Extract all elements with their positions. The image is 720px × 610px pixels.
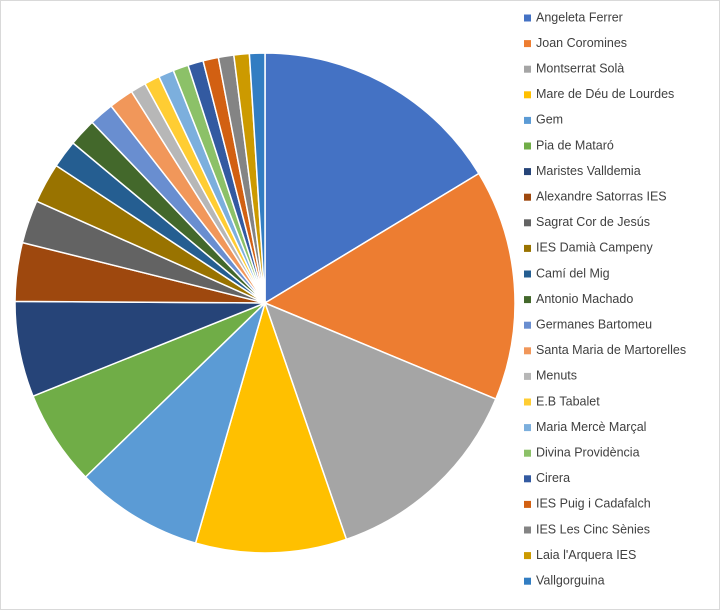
- legend-label: Montserrat Solà: [536, 61, 624, 75]
- legend-swatch: [524, 270, 531, 278]
- legend-label: Sagrat Cor de Jesús: [536, 215, 650, 229]
- legend-label: Angeleta Ferrer: [536, 10, 623, 24]
- legend-label: Menuts: [536, 369, 577, 383]
- pie-slice: [263, 301, 497, 541]
- pie-slice: [248, 52, 266, 304]
- legend-label: Joan Coromines: [536, 36, 627, 50]
- legend-label: Maristes Valldemia: [536, 164, 641, 178]
- legend-label: Gem: [536, 113, 563, 127]
- legend-swatch: [524, 91, 531, 99]
- legend-label: Pia de Mataró: [536, 138, 614, 152]
- legend-label: Divina Providència: [536, 445, 640, 459]
- legend-label: Alexandre Satorras IES: [536, 189, 667, 203]
- legend-swatch: [524, 577, 531, 585]
- legend-swatch: [524, 424, 531, 432]
- legend-swatch: [524, 193, 531, 201]
- legend-swatch: [524, 40, 531, 48]
- legend-swatch: [524, 168, 531, 176]
- legend-label: Antonio Machado: [536, 292, 633, 306]
- legend-label: Mare de Déu de Lourdes: [536, 87, 674, 101]
- legend-swatch: [524, 65, 531, 73]
- pie-slice: [263, 172, 516, 401]
- legend-label: Maria Mercè Marçal: [536, 420, 646, 434]
- legend-label: Santa Maria de Martorelles: [536, 343, 686, 357]
- legend-swatch: [524, 526, 531, 534]
- legend-swatch: [524, 398, 531, 406]
- legend-swatch: [524, 244, 531, 252]
- legend-swatch: [524, 116, 531, 124]
- legend-swatch: [524, 475, 531, 483]
- legend-swatch: [524, 219, 531, 227]
- legend-swatch: [524, 500, 531, 508]
- legend-swatch: [524, 14, 531, 22]
- legend-swatch: [524, 142, 531, 150]
- legend-label: IES Damià Campeny: [536, 241, 653, 255]
- legend-label: Cirera: [536, 471, 570, 485]
- legend-label: Camí del Mig: [536, 266, 610, 280]
- legend-swatch: [524, 321, 531, 329]
- legend-label: E.B Tabalet: [536, 394, 600, 408]
- legend-swatch: [524, 347, 531, 355]
- legend-label: IES Puig i Cadafalch: [536, 497, 651, 511]
- pie-slice: [194, 300, 348, 554]
- pie-slice: [264, 52, 480, 305]
- legend-label: Germanes Bartomeu: [536, 317, 652, 331]
- pie-slice: [84, 300, 267, 545]
- legend-swatch: [524, 296, 531, 304]
- legend-label: Vallgorguina: [536, 573, 605, 587]
- legend-swatch: [524, 449, 531, 457]
- legend-label: IES Les Cinc Sènies: [536, 522, 650, 536]
- legend-swatch: [524, 552, 531, 560]
- legend-swatch: [524, 372, 531, 380]
- legend-label: Laia l'Arquera IES: [536, 548, 636, 562]
